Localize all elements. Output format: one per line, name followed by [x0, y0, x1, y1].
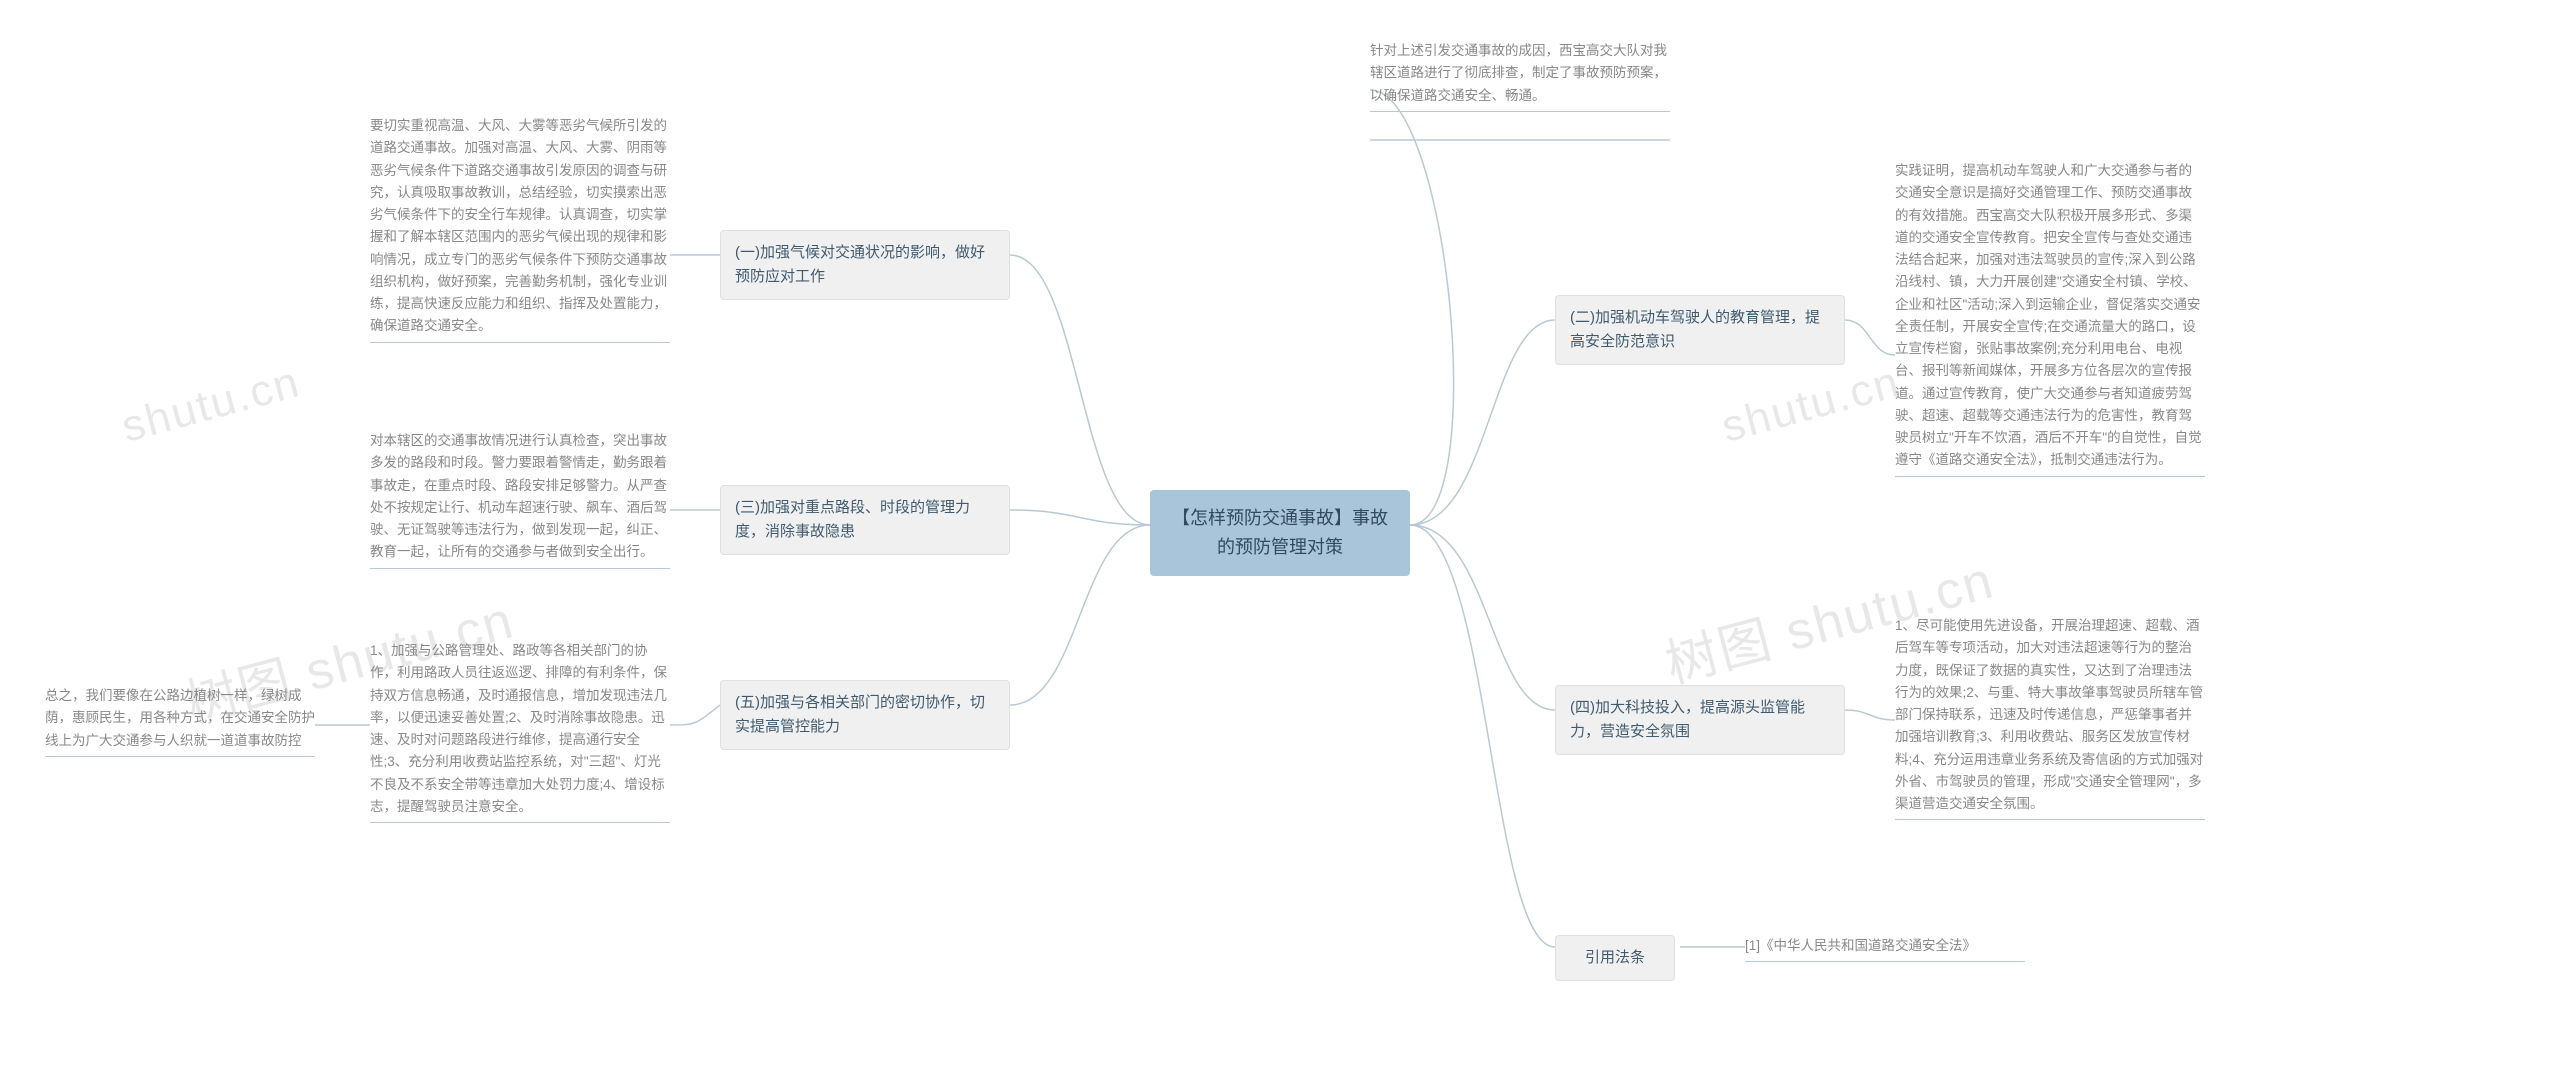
watermark: shutu.cn: [117, 357, 306, 452]
intro-detail: 针对上述引发交通事故的成因，西宝高交大队对我辖区道路进行了彻底排查，制定了事故预…: [1370, 40, 1670, 112]
section-1-detail: 要切实重视高温、大风、大雾等恶劣气候所引发的道路交通事故。加强对高温、大风、大雾…: [370, 115, 670, 343]
section-4-detail: 1、尽可能使用先进设备，开展治理超速、超载、酒后驾车等专项活动，加大对违法超速等…: [1895, 615, 2205, 820]
section-3-detail: 对本辖区的交通事故情况进行认真检查，突出事故多发的路段和时段。警力要跟着警情走，…: [370, 430, 670, 569]
section-2[interactable]: (二)加强机动车驾驶人的教育管理，提高安全防范意识: [1555, 295, 1845, 365]
section-5-detail: 1、加强与公路管理处、路政等各相关部门的协作，利用路政人员往返巡逻、排障的有利条…: [370, 640, 670, 823]
citation-ref: [1]《中华人民共和国道路交通安全法》: [1745, 935, 2025, 962]
center-topic[interactable]: 【怎样预防交通事故】事故的预防管理对策: [1150, 490, 1410, 576]
section-5-conclusion: 总之，我们要像在公路边植树一样，绿树成荫，惠顾民生，用各种方式，在交通安全防护线…: [45, 685, 315, 757]
section-5[interactable]: (五)加强与各相关部门的密切协作，切实提高管控能力: [720, 680, 1010, 750]
section-2-detail: 实践证明，提高机动车驾驶人和广大交通参与者的交通安全意识是搞好交通管理工作、预防…: [1895, 160, 2205, 477]
section-3[interactable]: (三)加强对重点路段、时段的管理力度，消除事故隐患: [720, 485, 1010, 555]
section-4[interactable]: (四)加大科技投入，提高源头监管能力，营造安全氛围: [1555, 685, 1845, 755]
watermark: shutu.cn: [1717, 357, 1906, 452]
section-1[interactable]: (一)加强气候对交通状况的影响，做好预防应对工作: [720, 230, 1010, 300]
citation-section[interactable]: 引用法条: [1555, 935, 1675, 981]
